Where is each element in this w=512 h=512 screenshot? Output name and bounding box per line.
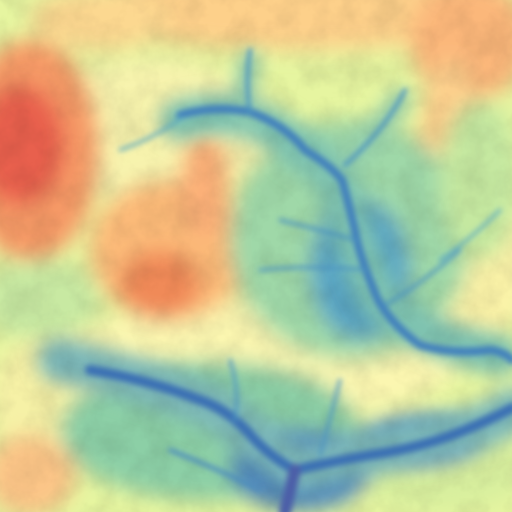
tributary xyxy=(343,88,407,167)
tributary xyxy=(383,248,462,307)
tributary xyxy=(168,448,262,492)
tributary xyxy=(228,358,239,422)
tributary xyxy=(278,218,357,242)
tributary xyxy=(245,48,252,114)
tributary xyxy=(318,378,342,457)
river-main-north xyxy=(176,105,512,364)
river-network xyxy=(85,48,512,512)
tributary xyxy=(118,116,184,152)
tributary xyxy=(438,208,502,262)
tributary xyxy=(258,266,367,272)
river-south-outlet xyxy=(279,464,301,512)
